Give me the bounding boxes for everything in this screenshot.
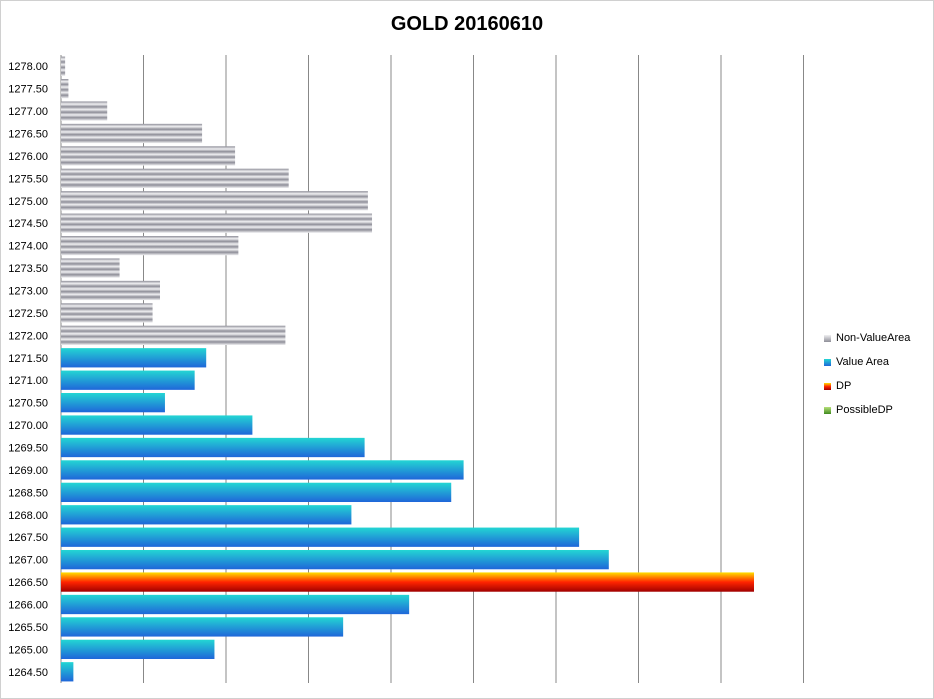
bar-1268.00	[61, 505, 352, 525]
bar-1276.00	[61, 146, 236, 166]
y-tick-label: 1271.50	[8, 353, 48, 365]
bar-1270.50	[61, 392, 165, 413]
bar-1264.50	[61, 662, 74, 682]
y-tick-label: 1278.00	[8, 61, 48, 73]
y-tick-label: 1264.50	[8, 667, 48, 679]
y-tick-label: 1276.50	[8, 129, 48, 141]
y-tick-label: 1270.00	[8, 420, 48, 432]
bar-1275.00	[61, 191, 368, 211]
legend-swatch-non-valuearea	[824, 334, 831, 342]
bar-1271.50	[61, 348, 207, 368]
legend-swatch-possibledp	[824, 406, 831, 414]
y-tick-label: 1277.50	[8, 84, 48, 96]
y-tick-label: 1273.00	[8, 286, 48, 298]
y-tick-label: 1266.00	[8, 600, 48, 612]
y-tick-label: 1268.50	[8, 487, 48, 499]
legend-item-value-area: Value Area	[824, 350, 910, 374]
legend-item-non-valuearea: Non-ValueArea	[824, 326, 910, 350]
chart-title: GOLD 20160610	[390, 13, 544, 35]
bar-1267.50	[61, 527, 580, 547]
bar-1266.50	[61, 572, 754, 592]
y-tick-label: 1272.50	[8, 308, 48, 320]
bar-1272.00	[61, 325, 286, 346]
y-tick-label: 1269.50	[8, 443, 48, 455]
bar-1265.50	[61, 617, 344, 637]
legend-label: DP	[836, 380, 852, 392]
bar-1274.00	[61, 235, 239, 256]
y-tick-label: 1277.00	[8, 106, 48, 118]
bar-1274.50	[61, 213, 373, 233]
legend-swatch-value-area	[824, 358, 831, 366]
bars-layer	[61, 56, 754, 682]
y-tick-label: 1269.00	[8, 465, 48, 477]
bar-1272.50	[61, 303, 153, 323]
legend-item-dp: DP	[824, 374, 910, 398]
y-tick-label: 1270.50	[8, 398, 48, 410]
bar-1276.50	[61, 123, 203, 144]
y-tick-label: 1271.00	[8, 375, 48, 387]
legend: Non-ValueArea Value Area DP PossibleDP	[824, 326, 910, 422]
bar-1269.00	[61, 460, 464, 480]
y-tick-label: 1273.50	[8, 263, 48, 275]
bar-1273.00	[61, 280, 160, 301]
y-tick-label: 1265.00	[8, 644, 48, 656]
legend-label: Value Area	[836, 356, 890, 368]
y-tick-label: 1267.00	[8, 555, 48, 567]
y-tick-label: 1276.00	[8, 151, 48, 163]
bar-1278.00	[61, 56, 66, 76]
y-tick-label: 1275.00	[8, 196, 48, 208]
y-axis-labels: 1278.00 1277.50 1277.00 1276.50 1276.00 1275.…	[8, 61, 48, 679]
bar-1275.50	[61, 168, 289, 189]
y-tick-label: 1266.50	[8, 577, 48, 589]
y-tick-label: 1274.50	[8, 218, 48, 230]
bar-1277.00	[61, 101, 108, 121]
y-tick-label: 1265.50	[8, 622, 48, 634]
legend-label: PossibleDP	[836, 404, 893, 416]
legend-label: Non-ValueArea	[836, 332, 911, 344]
y-tick-label: 1272.00	[8, 330, 48, 342]
bar-1267.00	[61, 549, 609, 570]
bar-1273.50	[61, 258, 120, 278]
bar-1268.50	[61, 482, 452, 503]
legend-swatch-dp	[824, 382, 831, 390]
bar-1270.00	[61, 415, 253, 435]
bar-1271.00	[61, 370, 195, 390]
y-tick-label: 1275.50	[8, 173, 48, 185]
y-tick-label: 1267.50	[8, 532, 48, 544]
bar-1277.50	[61, 78, 69, 99]
bar-1266.00	[61, 594, 410, 615]
y-tick-label: 1268.00	[8, 510, 48, 522]
bar-1265.00	[61, 639, 215, 660]
legend-item-possibledp: PossibleDP	[824, 398, 910, 422]
y-tick-label: 1274.00	[8, 241, 48, 253]
bar-1269.50	[61, 437, 365, 458]
